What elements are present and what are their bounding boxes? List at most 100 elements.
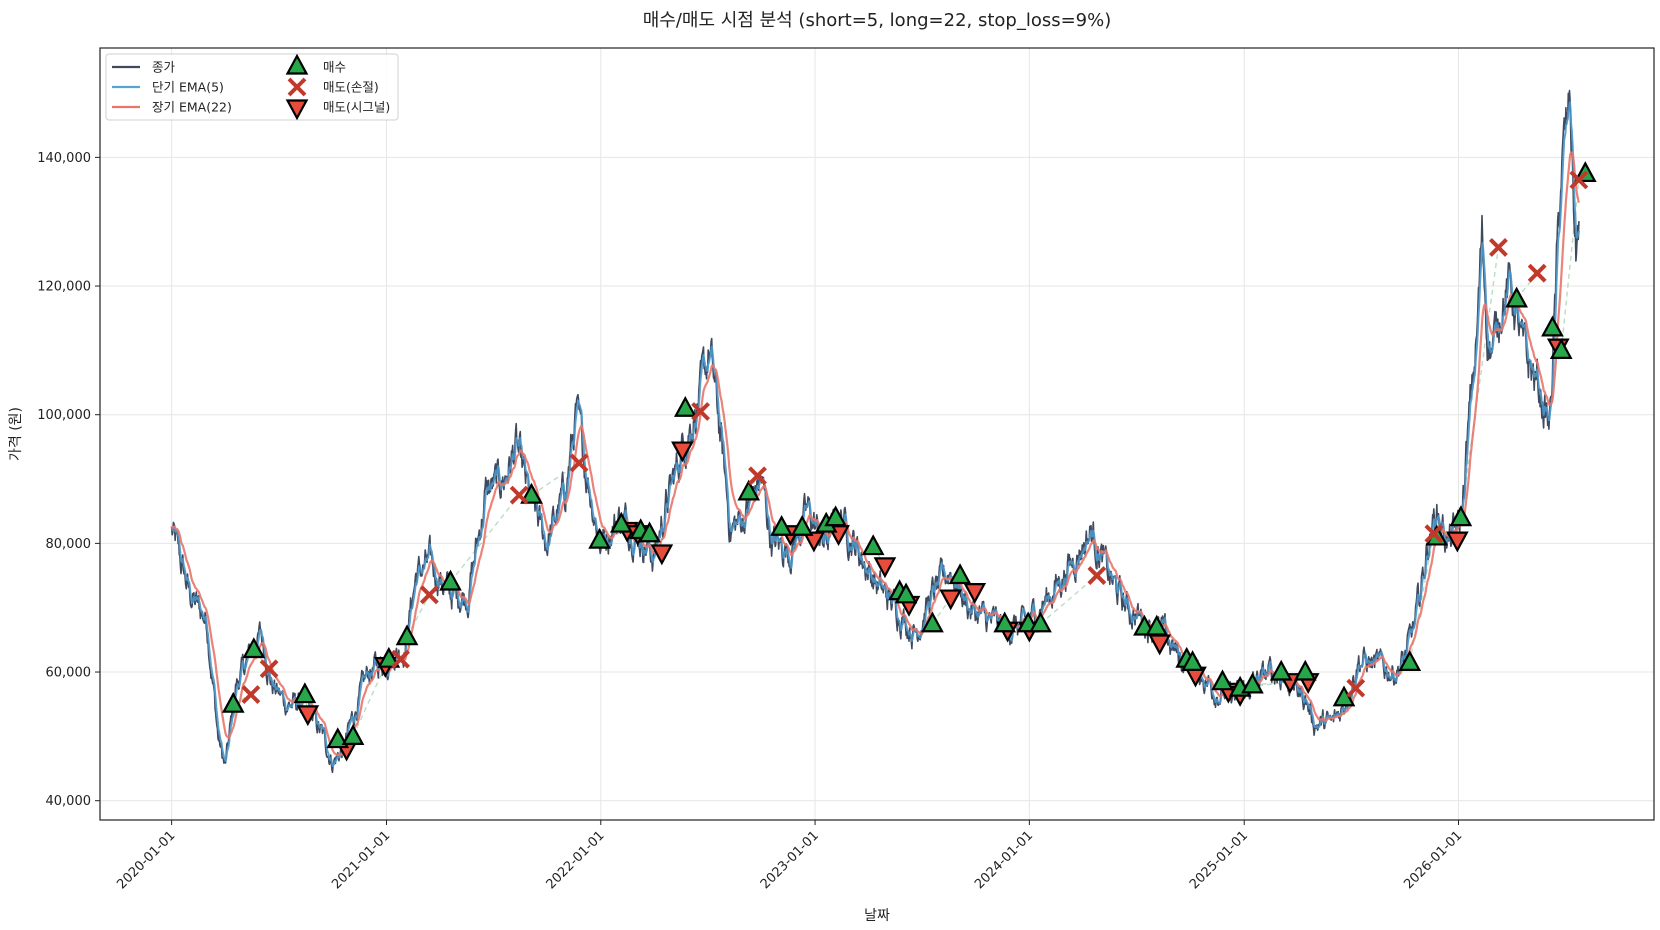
y-tick-label: 100,000 xyxy=(37,408,91,423)
legend-sell-signal-swatch xyxy=(285,99,309,121)
buy-marker xyxy=(242,637,266,659)
stop-loss-stroke xyxy=(419,585,439,605)
stop-loss-marker xyxy=(391,649,410,669)
stop-loss-stroke xyxy=(391,649,410,669)
x-tick-label: 2023-01-01 xyxy=(758,828,822,892)
trade-link xyxy=(1560,179,1580,351)
stop-loss-marker xyxy=(259,659,279,679)
x-tick-label: 2021-01-01 xyxy=(329,828,393,892)
y-tick-label: 60,000 xyxy=(46,666,92,681)
stop-loss-marker xyxy=(1346,678,1366,698)
legend-box xyxy=(105,53,399,121)
x-tick-label: 2024-01-01 xyxy=(972,828,1036,892)
stop-loss-stroke xyxy=(509,485,529,505)
stop-loss-marker xyxy=(1489,238,1508,257)
sell-signal-marker xyxy=(939,589,963,611)
buy-marker xyxy=(638,521,661,543)
buy-marker xyxy=(1145,614,1169,636)
stop-loss-marker xyxy=(1424,524,1444,544)
buy-marker xyxy=(1398,650,1422,671)
sell-signal-marker xyxy=(873,557,897,579)
buy-marker xyxy=(520,482,543,504)
buy-marker xyxy=(921,611,944,633)
y-tick-label: 140,000 xyxy=(37,151,91,166)
buy-marker xyxy=(861,534,885,556)
stop-loss-marker xyxy=(569,453,589,473)
legend-label: 매수 xyxy=(323,60,346,75)
stop-loss-stroke xyxy=(748,466,767,486)
buy-marker xyxy=(770,514,793,536)
stop-loss-stroke xyxy=(1087,566,1107,585)
sell-signal-marker xyxy=(671,441,694,463)
buy-marker xyxy=(377,646,401,668)
stop-loss-stroke xyxy=(1424,524,1444,544)
sell-signal-marker xyxy=(963,583,987,604)
legend-entry: 매도(손절) xyxy=(287,77,379,97)
trade-link xyxy=(352,665,386,737)
legend-entry: 단기 EMA(5) xyxy=(112,80,224,95)
stop-loss-marker xyxy=(1087,566,1107,585)
buy-marker xyxy=(1211,669,1234,691)
legend-entry: 종가 xyxy=(112,60,176,75)
buy-marker xyxy=(824,505,847,527)
stop-loss-stroke xyxy=(569,453,589,473)
buy-marker xyxy=(326,727,350,749)
buy-marker xyxy=(1541,315,1564,337)
stop-loss-marker xyxy=(691,402,710,421)
stop-loss-stroke xyxy=(259,659,279,679)
buy-marker xyxy=(1549,338,1573,359)
buy-marker xyxy=(1449,505,1473,527)
x-tick-label: 2020-01-01 xyxy=(114,828,178,892)
legend-entry: 장기 EMA(22) xyxy=(112,100,232,115)
sell-signal-marker xyxy=(1445,531,1469,553)
stop-loss-stroke xyxy=(1346,678,1366,698)
buy-marker xyxy=(609,511,633,533)
stop-loss-marker xyxy=(748,466,767,486)
stop-loss-stroke xyxy=(1569,170,1589,190)
buy-marker xyxy=(1029,611,1052,633)
trade-link xyxy=(1460,247,1500,518)
buy-marker xyxy=(588,527,611,549)
plot-area xyxy=(100,48,1654,820)
buy-marker xyxy=(293,682,317,704)
buy-marker xyxy=(1505,286,1528,308)
buy-marker xyxy=(1241,672,1264,694)
x-tick-label: 2026-01-01 xyxy=(1401,828,1465,892)
sell-signal-marker xyxy=(296,705,320,727)
x-tick-label: 2025-01-01 xyxy=(1187,828,1251,892)
stop-loss-marker xyxy=(1527,263,1547,283)
sell-signal-marker xyxy=(802,531,826,553)
y-tick-label: 80,000 xyxy=(46,537,92,552)
buy-marker xyxy=(1181,650,1204,671)
y-axis-label: 가격 (원) xyxy=(8,407,24,461)
legend-label: 매도(손절) xyxy=(323,80,379,95)
trade-link xyxy=(1040,575,1098,625)
buy-marker xyxy=(673,395,697,417)
legend-buy-swatch xyxy=(285,53,309,75)
buy-marker xyxy=(948,563,972,585)
buy-marker xyxy=(993,611,1017,633)
trade-markers xyxy=(221,161,1597,762)
stop-loss-stroke xyxy=(1527,263,1547,283)
buy-marker xyxy=(221,691,245,713)
stop-loss-stroke xyxy=(1489,238,1508,257)
legend-stop-loss-swatch xyxy=(287,77,307,97)
legend-label: 장기 EMA(22) xyxy=(152,100,232,115)
chart-title: 매수/매도 시점 분석 (short=5, long=22, stop_loss… xyxy=(643,10,1112,31)
legend-entry: 매도(시그널) xyxy=(285,99,390,121)
stop-loss-marker xyxy=(1569,170,1589,190)
y-tick-label: 120,000 xyxy=(37,280,91,295)
ema-short-line xyxy=(170,101,1580,767)
buy-marker xyxy=(894,582,918,604)
legend-label: 매도(시그널) xyxy=(323,100,390,115)
stop-loss-marker xyxy=(419,585,439,605)
sell-signal-marker xyxy=(650,544,674,566)
stop-loss-marker xyxy=(509,485,529,505)
buy-marker xyxy=(1269,659,1293,681)
buy-marker xyxy=(1293,659,1317,681)
stop-loss-stroke xyxy=(241,685,261,704)
buy-marker xyxy=(790,514,814,536)
